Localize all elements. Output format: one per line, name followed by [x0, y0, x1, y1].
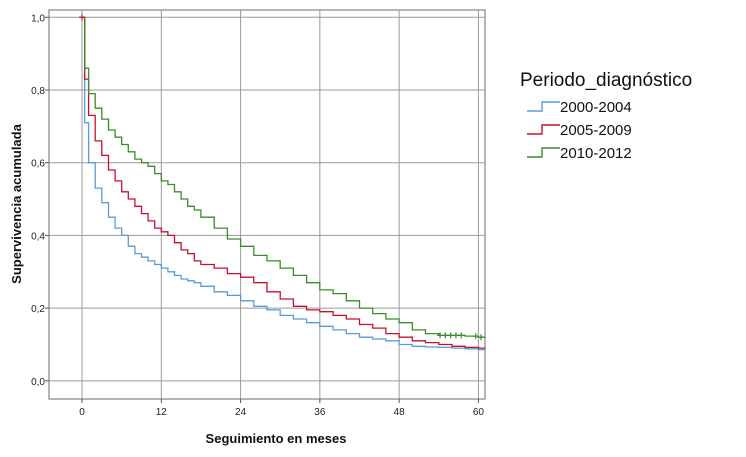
x-axis-title: Seguimiento en meses [206, 431, 347, 446]
y-axis-ticks: 0,0 0,2 0,4 0,6 0,8 1,0 [31, 13, 49, 388]
y-tick-label: 0,2 [31, 304, 45, 315]
legend-item-2005-2009: 2005-2009 [527, 122, 632, 139]
y-tick-label: 0,6 [31, 159, 45, 170]
legend-swatch [527, 147, 560, 158]
legend-swatch [527, 101, 560, 112]
legend-title: Periodo_diagnóstico [520, 70, 692, 91]
start-mark [79, 14, 86, 21]
legend-item-2010-2012: 2010-2012 [527, 145, 632, 162]
x-tick-label: 36 [314, 407, 326, 418]
censor-mark [472, 333, 479, 340]
legend-item-2000-2004: 2000-2004 [527, 99, 632, 116]
legend-label: 2010-2012 [560, 145, 632, 162]
y-tick-label: 1,0 [31, 13, 45, 24]
x-tick-label: 48 [394, 407, 406, 418]
censor-marks [79, 14, 485, 341]
censor-mark [452, 332, 459, 339]
x-axis-ticks: 0 12 24 36 48 60 [79, 399, 484, 418]
x-tick-label: 60 [473, 407, 485, 418]
series-lines [82, 16, 486, 351]
plot-area [48, 9, 486, 400]
x-tick-label: 0 [79, 407, 85, 418]
censor-mark [478, 334, 485, 341]
series-line-2005-2009 [82, 16, 486, 349]
legend-label: 2000-2004 [560, 99, 632, 116]
series-line-2000-2004 [82, 16, 486, 351]
legend-label: 2005-2009 [560, 122, 632, 139]
series-line-2010-2012 [82, 16, 486, 338]
x-tick-label: 24 [235, 407, 247, 418]
x-tick-label: 12 [156, 407, 168, 418]
censor-mark [437, 332, 444, 339]
legend: 2000-2004 2005-2009 2010-2012 [527, 99, 632, 162]
legend-swatch [527, 124, 560, 135]
censor-mark [447, 332, 454, 339]
censor-mark [458, 332, 465, 339]
y-tick-label: 0,4 [31, 231, 45, 242]
grid [49, 10, 485, 399]
y-axis-title: Supervivencia acumulada [9, 123, 24, 283]
y-tick-label: 0,8 [31, 86, 45, 97]
censor-mark [442, 332, 449, 339]
y-tick-label: 0,0 [31, 377, 45, 388]
